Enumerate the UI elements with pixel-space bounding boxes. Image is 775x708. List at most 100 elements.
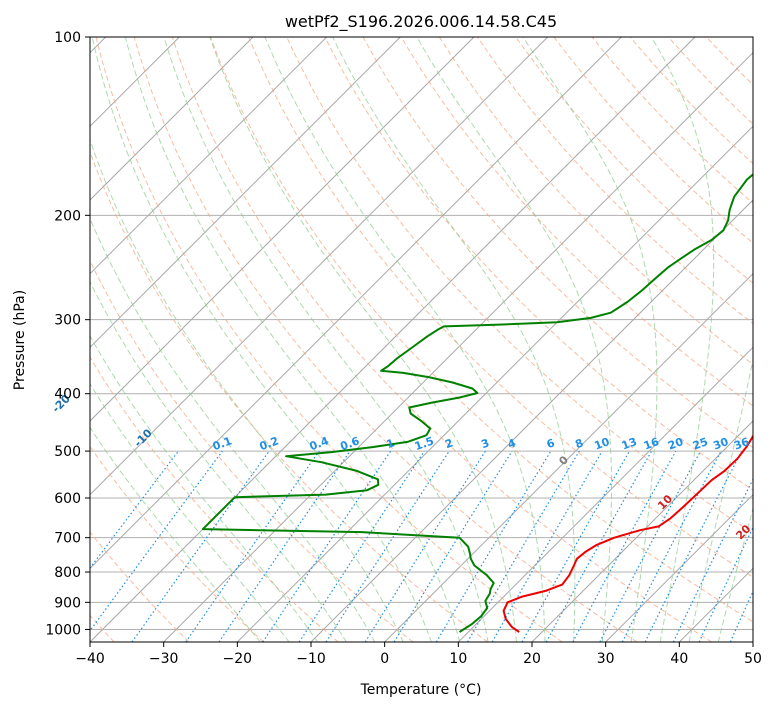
mixing-ratio-line [521,450,631,642]
dry-adiabat-line [248,37,753,578]
x-tick-label: 0 [380,651,389,667]
isotherm-line [163,51,753,642]
isotherm-line [90,37,696,642]
x-axis-label: Temperature (°C) [360,682,482,698]
moist-adiabat-line [332,37,576,642]
y-tick-label: 200 [54,208,81,224]
dry-adiabat-line [477,37,753,325]
isotherm-line [90,37,622,570]
dry-adiabat-line [400,37,753,407]
background-lines [90,37,753,642]
moist-adiabat-line [264,37,546,642]
moist-adiabat-line [90,217,376,642]
mixing-ratio-label: 25 [691,435,710,452]
mixing-ratio-label: 0.2 [258,434,281,453]
mixing-ratio-label: 3 [479,436,491,451]
isotherm-line [605,493,753,642]
dry-adiabat-line [133,37,638,642]
y-tick-label: 400 [54,387,81,403]
chart-title: wetPf2_S196.2026.006.14.58.C45 [285,12,557,32]
moist-adiabat-line [90,334,319,642]
isotherm-line [457,346,753,642]
x-tick-label: 40 [670,651,688,667]
x-tick-label: 10 [449,651,467,667]
isotherm-line [531,420,753,642]
dry-adiabat-line [90,259,414,642]
mixing-ratio-line [298,450,425,642]
isotherm-line [90,37,475,422]
x-tick-label: 20 [523,651,541,667]
mixing-ratio-label: 30 [711,435,730,453]
x-tick-label: 30 [597,651,615,667]
mixing-ratio-label: 4 [506,436,518,451]
mixing-ratio-label: 1.5 [413,434,436,453]
dry-adiabat-line [171,37,712,642]
mixing-ratio-label: 8 [573,436,585,451]
mixing-ratio-line [672,478,753,642]
dry-adiabat-line [95,37,563,642]
y-tick-label: 900 [54,595,81,611]
x-tick-label: −30 [149,651,179,667]
moist-adiabat-line [90,426,261,642]
mixing-ratio-line [466,450,580,642]
mixing-ratio-label: 36 [732,435,751,453]
y-tick-label: 500 [54,444,81,460]
dry-adiabat-line [629,37,753,165]
mixing-ratio-label: 20 [666,435,685,453]
moist-adiabat-line [650,37,715,642]
isotherm-line [90,37,549,496]
moist-adiabat-line [124,37,461,642]
moist-adiabat-line [90,382,290,642]
isotherm-line [752,641,753,642]
mixing-ratio-line [572,450,677,642]
mixing-ratio-label: 0.6 [339,434,362,453]
isotherm-line [90,37,254,201]
moist-adiabat-line [522,37,658,642]
mixing-ratio-line [599,450,702,642]
isotherm-line [236,125,753,642]
plot-frame [89,36,754,643]
moist-adiabat-line [209,37,517,642]
dry-adiabat-line [362,37,753,449]
isotherm-line [90,37,328,275]
mixing-ratio-label: 2 [443,436,455,451]
isotherm-line [90,37,401,349]
mixing-ratio-label: 0.1 [211,434,234,453]
x-tick-label: −20 [223,651,253,667]
dewpoint-profile-line [201,173,753,633]
y-tick-label: 800 [54,565,81,581]
mixing-ratio-label: 13 [620,435,639,452]
mixing-ratio-label: 1 [385,436,397,451]
y-tick-label: 700 [54,531,81,547]
x-tick-label: −10 [296,651,326,667]
y-tick-label: 100 [54,30,81,46]
mixing-ratio-line [644,450,743,642]
mixing-ratio-line [131,450,270,642]
moist-adiabat-line [90,280,347,642]
y-tick-label: 600 [54,491,81,507]
mixing-ratio-line [90,450,179,570]
temperature-profile-line [502,434,753,633]
y-axis-label: Pressure (hPa) [12,290,28,390]
moist-adiabat-line [91,37,432,642]
x-tick-label: −40 [75,651,105,667]
y-tick-label: 300 [54,313,81,329]
axis-ticks: −40 −30 −20 −10 0 10 20 30 40 5010020030040050060… [45,30,762,667]
moist-adiabat-line [163,37,489,642]
data-lines [201,173,753,633]
dry-adiabat-line [90,356,339,642]
mixing-ratio-label: 16 [642,435,661,453]
mixing-ratio-label: 6 [545,436,557,451]
mixing-ratio-line [491,450,603,642]
mixing-ratio-line [698,526,753,642]
moist-adiabat-line [416,37,612,642]
dry-adiabat-line [438,37,753,366]
dry-adiabat-line [210,37,753,623]
isotherm-line [384,272,753,642]
dry-adiabat-line [90,531,190,642]
x-tick-label: 50 [744,651,762,667]
mixing-ratio-label: 0.4 [308,434,331,453]
y-tick-label: 1000 [45,622,81,638]
mixing-ratio-line [262,450,392,642]
